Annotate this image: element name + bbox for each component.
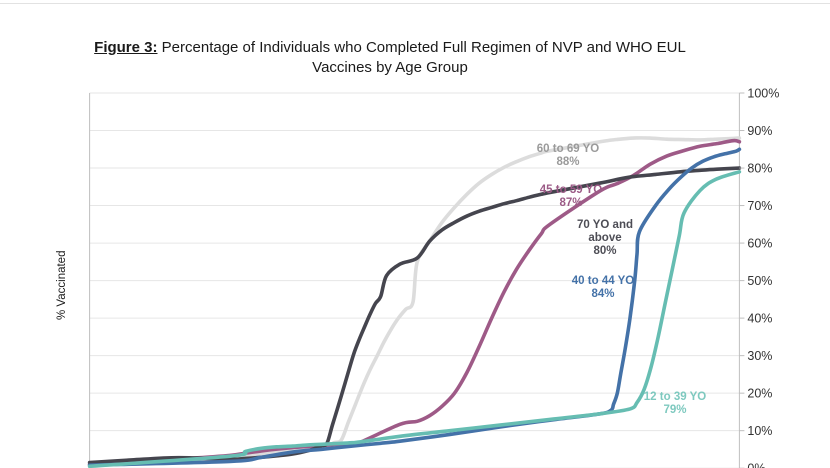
svg-text:80%: 80%: [747, 162, 772, 176]
svg-text:70%: 70%: [747, 199, 772, 213]
svg-text:10%: 10%: [747, 424, 772, 438]
svg-text:0%: 0%: [747, 462, 765, 468]
svg-text:30%: 30%: [747, 349, 772, 363]
svg-text:90%: 90%: [747, 124, 772, 138]
svg-text:20%: 20%: [747, 387, 772, 401]
svg-text:100%: 100%: [747, 87, 779, 101]
svg-text:60%: 60%: [747, 237, 772, 251]
svg-text:50%: 50%: [747, 274, 772, 288]
svg-text:40%: 40%: [747, 312, 772, 326]
